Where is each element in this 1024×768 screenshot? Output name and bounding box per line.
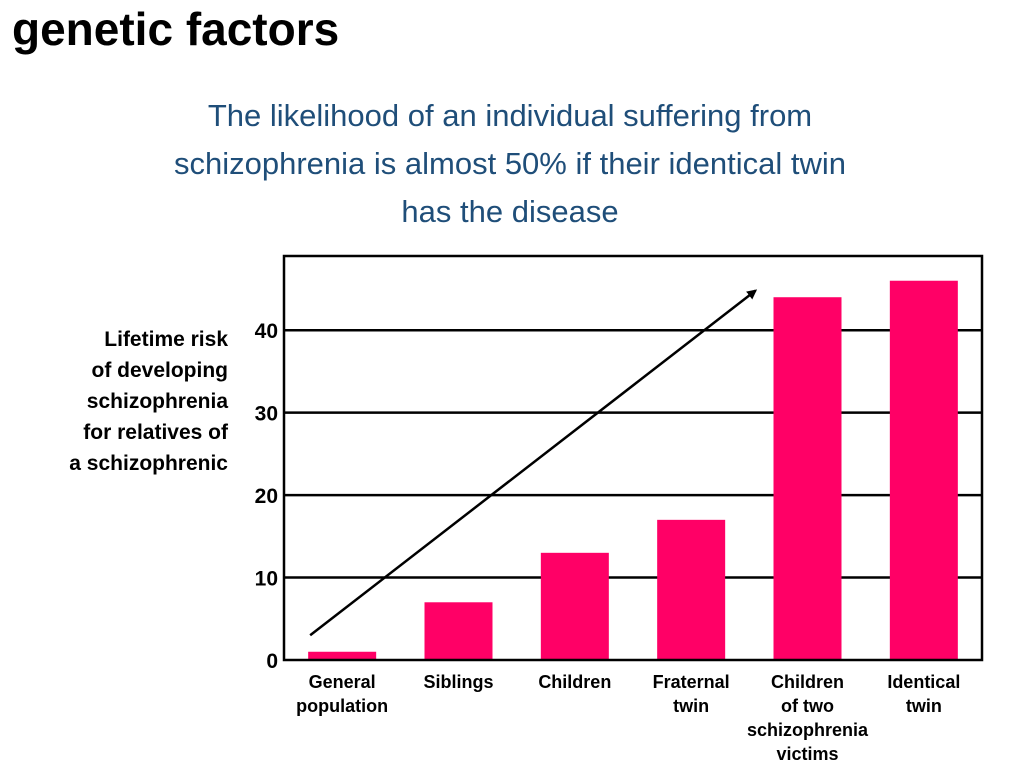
slide-subtitle: The likelihood of an individual sufferin…	[90, 92, 930, 236]
bar	[889, 280, 958, 660]
y-axis-label-line: schizophrenia	[86, 390, 228, 413]
bar	[424, 602, 493, 660]
bar	[540, 552, 609, 660]
x-tick-label: Children of two schizophrenia victims	[747, 672, 869, 764]
y-axis-label: Lifetime risk of developing schizophreni…	[20, 324, 228, 479]
x-tick-label-line: twin	[673, 696, 709, 716]
trend-arrow	[309, 289, 758, 637]
bar	[657, 519, 726, 660]
y-tick-label: 20	[255, 485, 278, 508]
x-tick-label-line: victims	[776, 744, 838, 764]
y-axis-label-line: a schizophrenic	[69, 452, 228, 475]
plot-frame	[282, 254, 984, 662]
y-tick-label: 10	[255, 568, 278, 591]
x-tick-label: Identical twin	[887, 672, 960, 716]
y-axis-label-line: for relatives of	[83, 421, 228, 444]
x-tick-label-line: General	[309, 672, 376, 692]
subtitle-line: has the disease	[401, 194, 619, 229]
y-tick-label: 0	[266, 650, 278, 673]
y-axis-label-line: of developing	[91, 359, 229, 382]
x-tick-label-line: Identical	[887, 672, 960, 692]
x-tick-label: Siblings	[423, 672, 493, 692]
x-tick-label-line: of two	[781, 696, 834, 716]
y-axis-label-line: Lifetime risk	[104, 328, 228, 351]
y-tick-label: 30	[255, 403, 278, 426]
y-tick-label: 40	[255, 320, 278, 343]
x-tick-label-line: schizophrenia	[747, 720, 869, 740]
subtitle-line: The likelihood of an individual sufferin…	[207, 98, 813, 133]
x-tick-label: Children	[538, 672, 611, 692]
bar	[773, 297, 842, 660]
subtitle-line: schizophrenia is almost 50% if their ide…	[174, 146, 846, 181]
x-tick-label-line: Children	[771, 672, 844, 692]
bar	[308, 651, 377, 660]
x-tick-label-line: twin	[906, 696, 942, 716]
x-tick-label-line: population	[296, 696, 388, 716]
x-tick-label: General population	[296, 672, 388, 716]
x-tick-label-line: Children	[538, 672, 611, 692]
x-tick-label: Fraternal twin	[653, 672, 730, 716]
x-tick-label-line: Fraternal	[653, 672, 730, 692]
x-tick-label-line: Siblings	[423, 672, 493, 692]
slide-title: genetic factors	[12, 3, 340, 55]
